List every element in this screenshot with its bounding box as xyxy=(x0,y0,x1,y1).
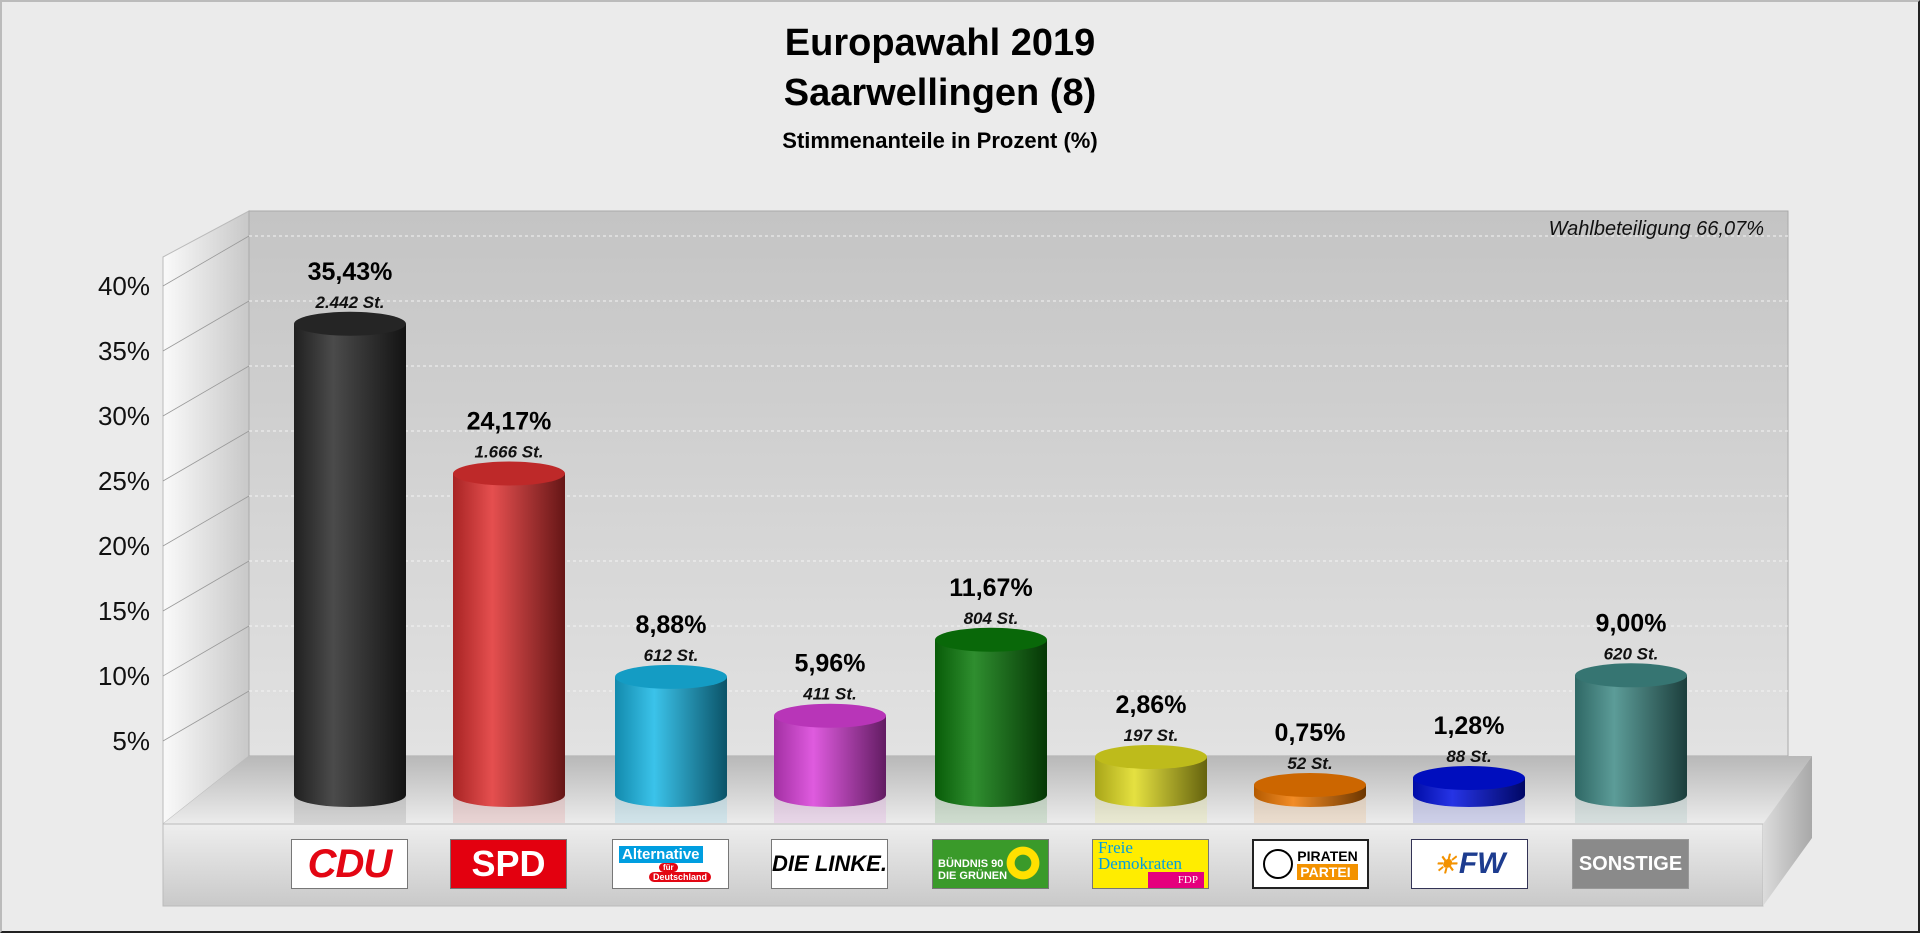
y-tick-label: 25% xyxy=(98,466,150,496)
logo-text-group: PIRATEN PARTEI xyxy=(1297,848,1358,880)
logo-sonstige: SONSTIGE xyxy=(1572,839,1689,889)
bar-top xyxy=(1413,765,1525,790)
votes-label: 88 St. xyxy=(1446,747,1491,766)
bar-top xyxy=(1575,663,1687,688)
bar-top xyxy=(935,627,1047,652)
votes-label: 804 St. xyxy=(964,609,1019,628)
logo-gruene: BÜNDNIS 90 DIE GRÜNEN xyxy=(932,839,1049,889)
bar-body xyxy=(615,676,727,807)
votes-label: 2.442 St. xyxy=(315,293,385,312)
logo-linke: DIE LINKE. xyxy=(771,839,888,889)
value-label: 11,67% xyxy=(949,574,1032,602)
logo-text: Deutschland xyxy=(649,872,712,882)
side-gridline xyxy=(162,430,250,482)
logo-text: DIE LINKE. xyxy=(772,851,887,876)
logo-cdu: CDU xyxy=(291,839,408,889)
logo-fw: ☀ FW xyxy=(1411,839,1528,889)
value-label: 2,86% xyxy=(1116,691,1187,719)
bar-top xyxy=(1095,744,1207,769)
y-tick-label: 10% xyxy=(98,661,150,691)
bar-top xyxy=(615,664,727,689)
logo-text: SONSTIGE xyxy=(1578,852,1683,875)
votes-label: 1.666 St. xyxy=(475,443,544,462)
logo-piraten: PIRATEN PARTEI xyxy=(1252,839,1369,889)
value-label: 8,88% xyxy=(636,611,707,639)
bar-body xyxy=(1575,675,1687,807)
chart-ylabel: Stimmenanteile in Prozent (%) xyxy=(782,128,1098,153)
y-tick-label: 40% xyxy=(98,271,150,301)
bar-dielinke: 5,96% 411 St. xyxy=(774,650,886,823)
bar-body xyxy=(935,639,1047,807)
logo-afd: Alternative für Deutschland xyxy=(612,839,729,889)
logo-fdp: Freie Demokraten FDP xyxy=(1092,839,1209,889)
side-gridline xyxy=(162,625,250,677)
votes-label: 620 St. xyxy=(1604,644,1659,663)
bar-spd: 24,17% 1.666 St. xyxy=(453,408,565,823)
value-label: 24,17% xyxy=(467,408,552,436)
value-label: 35,43% xyxy=(308,258,393,286)
logo-text: PIRATEN xyxy=(1297,848,1358,864)
votes-label: 411 St. xyxy=(802,685,857,704)
logo-text: PARTEI xyxy=(1297,864,1358,880)
logo-text: Demokraten xyxy=(1098,854,1183,873)
votes-label: 52 St. xyxy=(1287,754,1332,773)
y-tick-label: 30% xyxy=(98,401,150,431)
value-label: 9,00% xyxy=(1596,609,1667,637)
bar-fw: 1,28% 88 St. xyxy=(1413,712,1525,823)
logo-text: SPD xyxy=(471,843,546,884)
bar-afd: 8,88% 612 St. xyxy=(615,611,727,823)
side-wall xyxy=(162,210,250,826)
side-gridline xyxy=(162,235,250,287)
bar-body xyxy=(453,473,565,807)
votes-label: 612 St. xyxy=(644,646,699,665)
chart-subtitle: Saarwellingen (8) xyxy=(783,72,1097,114)
logo-text: FW xyxy=(1458,847,1506,880)
side-gridline xyxy=(162,365,250,417)
side-gridline xyxy=(162,495,250,547)
votes-label: 197 St. xyxy=(1124,726,1179,745)
value-label: 1,28% xyxy=(1434,712,1505,740)
y-tick-label: 20% xyxy=(98,531,150,561)
logo-spd: SPD xyxy=(450,839,567,889)
y-tick-label: 15% xyxy=(98,596,150,626)
y-tick-label: 5% xyxy=(112,726,150,756)
side-gridline xyxy=(162,690,250,742)
logo-text: CDU xyxy=(307,841,393,886)
bar-sonstige: 9,00% 620 St. xyxy=(1575,609,1687,823)
y-tick-label: 35% xyxy=(98,336,150,366)
bar-top xyxy=(453,461,565,486)
bar-grne: 11,67% 804 St. xyxy=(935,574,1047,823)
pirate-flag-icon xyxy=(1263,849,1294,879)
bar-body xyxy=(294,323,406,807)
logo-text: für xyxy=(659,863,678,872)
bar-piraten: 0,75% 52 St. xyxy=(1254,719,1366,823)
bar-body xyxy=(1095,756,1207,807)
logo-text: DIE GRÜNEN xyxy=(938,870,1008,882)
value-label: 0,75% xyxy=(1275,719,1346,747)
side-gridline xyxy=(162,560,250,612)
bar-cdu: 35,43% 2.442 St. xyxy=(294,258,406,823)
bar-top xyxy=(774,703,886,728)
bar-top xyxy=(294,311,406,336)
sun-icon: ☀ xyxy=(1433,848,1457,879)
chart-title: Europawahl 2019 xyxy=(784,22,1096,64)
logo-text: BÜNDNIS 90 xyxy=(938,858,1004,870)
side-gridline xyxy=(162,300,250,352)
turnout-annotation: Wahlbeteiligung 66,07% xyxy=(1548,218,1764,240)
bar-top xyxy=(1254,773,1366,798)
bar-fdp: 2,86% 197 St. xyxy=(1095,691,1207,823)
bar-body xyxy=(774,715,886,807)
value-label: 5,96% xyxy=(795,650,866,678)
logo-text: Freie xyxy=(1098,839,1133,857)
logo-text: Alternative xyxy=(619,846,703,863)
floor-right-side xyxy=(1763,756,1812,906)
sunflower-icon xyxy=(1004,844,1042,882)
logo-text: FDP xyxy=(1147,872,1204,888)
